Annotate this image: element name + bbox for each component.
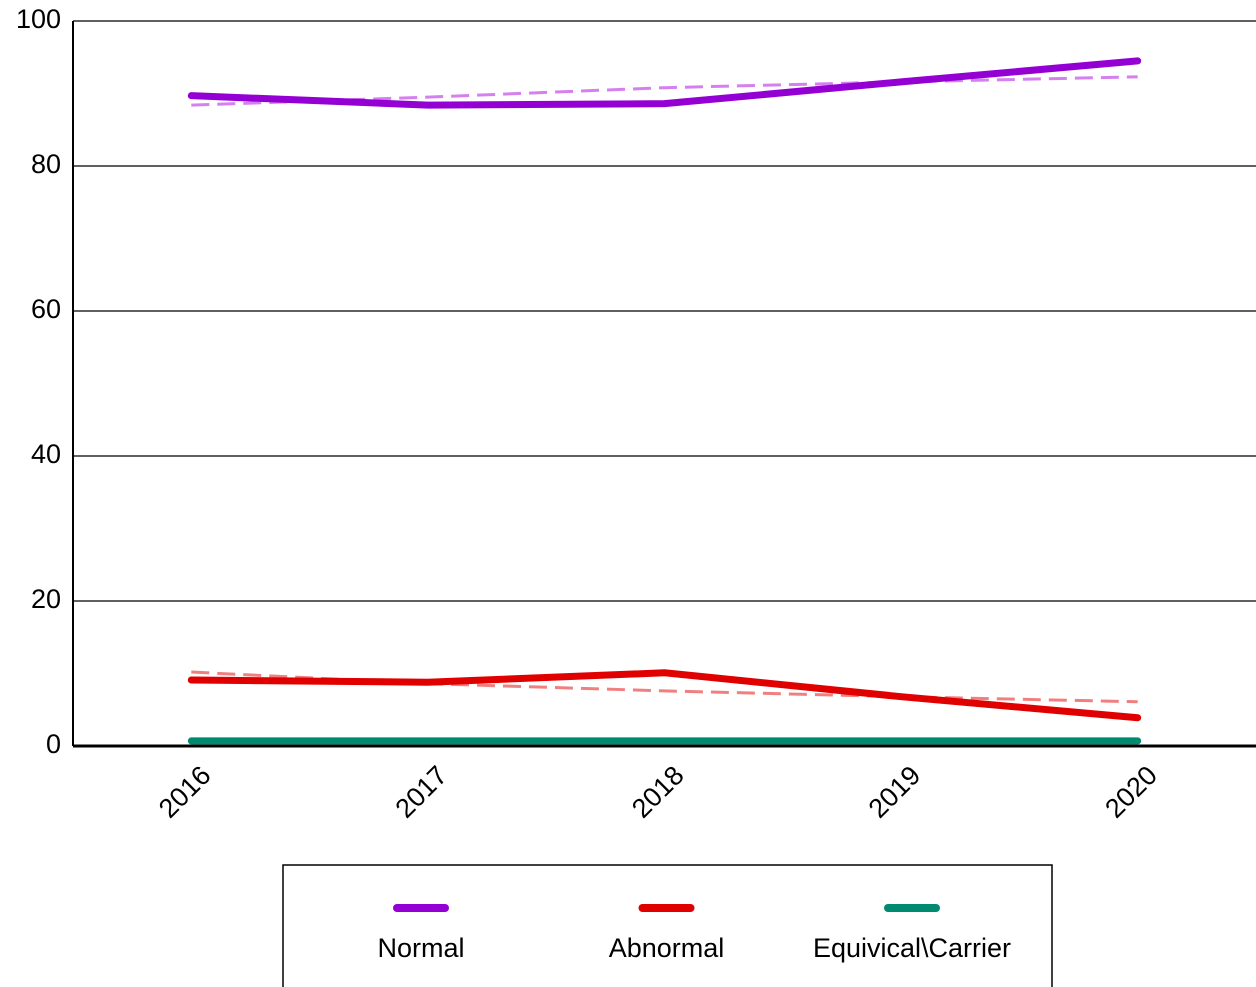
y-tick-label: 80 (31, 149, 61, 179)
y-tick-label: 20 (31, 584, 61, 614)
x-tick-label: 2020 (1099, 760, 1163, 824)
x-tick-label: 2017 (389, 760, 453, 824)
y-tick-label: 40 (31, 439, 61, 469)
x-tick-label: 2018 (626, 760, 690, 824)
legend-label: Abnormal (609, 933, 725, 963)
y-tick-label: 100 (16, 4, 61, 34)
y-tick-label: 0 (46, 729, 61, 759)
y-tick-label: 60 (31, 294, 61, 324)
x-tick-label: 2016 (153, 760, 217, 824)
legend-box (282, 864, 1053, 987)
x-tick-label: 2019 (863, 760, 927, 824)
trend-line (191, 670, 1138, 704)
legend-label: Normal (377, 933, 464, 963)
series-line (187, 57, 1142, 109)
series-line (187, 669, 1142, 722)
legend-label: Equivical\Carrier (813, 933, 1011, 963)
